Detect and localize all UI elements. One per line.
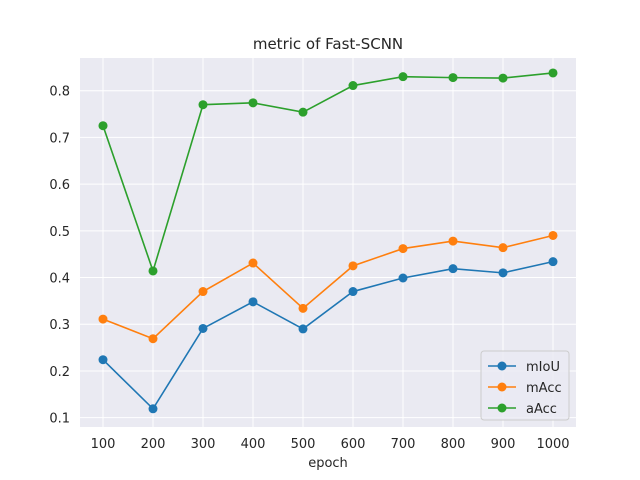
x-axis-label: epoch [308, 456, 348, 471]
data-point-macc [498, 243, 508, 253]
data-point-macc [248, 258, 258, 268]
data-point-macc [198, 287, 208, 297]
data-point-miou [398, 273, 408, 283]
data-point-aacc [298, 107, 308, 117]
chart-title: metric of Fast-SCNN [253, 35, 403, 53]
data-point-miou [548, 257, 558, 267]
data-point-aacc [348, 81, 358, 91]
series-line-miou [102, 260, 554, 411]
data-point-macc [148, 334, 158, 344]
legend-swatch-marker [497, 382, 507, 392]
data-point-miou [498, 268, 508, 278]
data-point-aacc [148, 266, 158, 276]
data-point-aacc [398, 72, 408, 82]
data-point-aacc [198, 100, 208, 110]
x-tick-label: 700 [391, 437, 416, 452]
x-tick-label: 200 [141, 437, 166, 452]
y-axis-ticks: 0.1 0.2 0.3 0.4 0.5 0.6 0.7 0.8 [49, 85, 70, 427]
data-point-aacc [498, 73, 508, 83]
data-point-aacc [448, 73, 458, 83]
series-miou [98, 257, 558, 414]
legend-entry-macc: mAcc [488, 381, 562, 396]
x-tick-label: 400 [241, 437, 266, 452]
data-point-miou [348, 287, 358, 297]
series-aacc [98, 68, 558, 276]
y-tick-label: 0.7 [49, 131, 70, 146]
data-point-macc [298, 303, 308, 313]
y-tick-label: 0.8 [49, 85, 70, 100]
x-tick-label: 100 [91, 437, 116, 452]
legend-entry-aacc: aAcc [488, 402, 557, 417]
data-point-macc [548, 230, 558, 240]
legend-label: mIoU [526, 360, 560, 375]
data-point-aacc [98, 121, 108, 131]
x-tick-label: 900 [491, 437, 516, 452]
legend-entry-miou: mIoU [488, 360, 560, 375]
legend-swatch-marker [497, 403, 507, 413]
x-tick-label: 300 [191, 437, 216, 452]
series-group [98, 68, 558, 414]
series-macc [98, 230, 558, 344]
data-point-miou [148, 404, 158, 414]
y-tick-label: 0.5 [49, 225, 70, 240]
x-tick-label: 500 [291, 437, 316, 452]
data-point-miou [198, 323, 208, 333]
data-point-miou [448, 264, 458, 274]
data-point-miou [298, 324, 308, 334]
y-tick-label: 0.4 [49, 272, 70, 287]
x-tick-label: 600 [341, 437, 366, 452]
data-point-macc [348, 261, 358, 271]
series-line-macc [102, 234, 554, 340]
data-point-miou [98, 355, 108, 365]
y-tick-label: 0.1 [49, 412, 70, 427]
data-point-aacc [548, 68, 558, 78]
y-tick-label: 0.3 [49, 318, 70, 333]
data-point-aacc [248, 98, 258, 108]
data-point-macc [98, 314, 108, 324]
x-tick-label: 1000 [536, 437, 569, 452]
data-point-macc [448, 236, 458, 246]
x-axis-ticks: 100 200 300 400 500 600 700 800 900 1000 [91, 437, 570, 452]
series-line-aacc [102, 72, 554, 274]
y-tick-label: 0.6 [49, 178, 70, 193]
legend-label: mAcc [526, 381, 562, 396]
y-tick-label: 0.2 [49, 365, 70, 380]
data-point-macc [398, 244, 408, 254]
legend-swatch-marker [497, 361, 507, 371]
legend: mIoU mAcc aAcc [480, 350, 570, 421]
x-tick-label: 800 [441, 437, 466, 452]
data-point-miou [248, 297, 258, 307]
legend-label: aAcc [526, 402, 557, 417]
